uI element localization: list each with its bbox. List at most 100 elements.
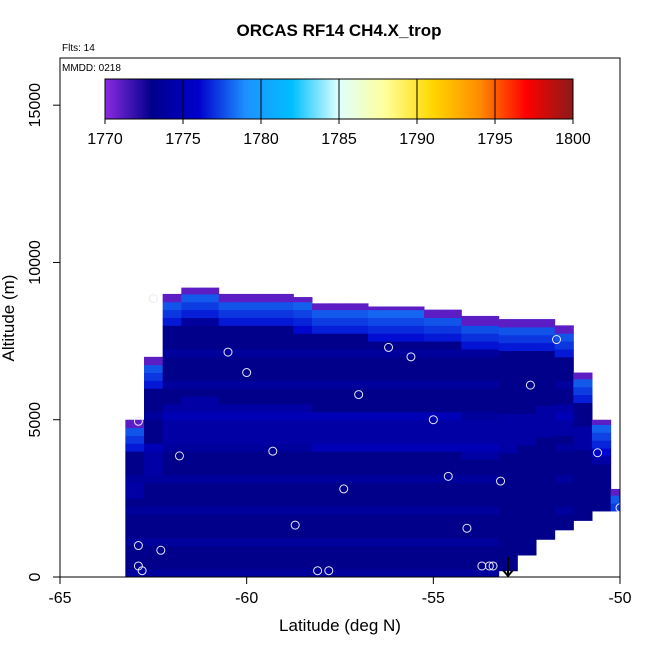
heat-cell [181,529,201,539]
heat-cell [312,521,332,531]
heat-cell [424,451,444,460]
heat-cell [405,419,425,429]
heat-cell [442,490,462,499]
heat-cell [293,341,313,350]
heat-cell [480,315,500,318]
heat-cell [256,325,276,334]
heat-cell [330,411,350,421]
heat-cell [293,569,313,577]
heat-cell [349,545,369,554]
heat-cell [256,364,276,374]
heat-cell [554,364,574,374]
heat-cell [517,484,537,493]
heat-cell [218,435,238,444]
heat-cell [330,506,350,515]
heat-cell [181,482,201,491]
heat-cell [293,297,313,303]
heat-cell [200,466,220,476]
heat-cell [181,427,201,436]
heat-cell [442,419,462,429]
heat-cell [405,325,425,334]
heat-cell [237,482,257,491]
heat-cell [386,372,406,381]
heat-cell [386,317,406,326]
heat-cell [256,537,276,547]
heat-cell [573,449,593,458]
heat-cell [349,356,369,366]
heat-cell [237,443,257,452]
heat-cell [144,451,164,460]
heat-cell [554,451,574,460]
x-tick-label: -50 [608,590,631,607]
heat-cell [200,498,220,507]
heat-cell [274,443,294,452]
heat-cell [256,451,276,460]
y-tick-label: 5000 [27,402,44,438]
heat-cell [536,515,556,525]
heat-cell [424,396,444,405]
heat-cell [349,490,369,499]
heat-cell [312,356,332,366]
heat-cell [368,482,388,491]
heat-cell [181,514,201,523]
heat-cell [498,460,518,469]
heat-cell [144,561,164,570]
heat-cell [237,301,257,311]
heat-cell [144,404,164,413]
heat-cell [330,317,350,326]
heat-cell [386,325,406,334]
heat-cell [498,437,518,446]
heat-cell [200,490,220,499]
heat-cell [424,388,444,397]
heat-cell [293,553,313,562]
arrow-head [502,569,514,578]
heat-cell [517,421,537,430]
heat-cell [480,514,500,523]
heat-cell [330,427,350,436]
heat-cell [480,325,500,334]
heat-cell [312,474,332,484]
observation-point [615,503,620,513]
heat-cell [218,427,238,436]
heat-cell [424,561,444,570]
heat-cell [237,396,257,405]
heat-cell [442,553,462,562]
colorbar-tick-label: 1790 [399,131,435,148]
heat-cell [256,309,276,318]
heat-cell [349,364,369,374]
heat-cell [498,531,518,540]
heat-cell [181,506,201,515]
heat-cell [274,372,294,381]
heat-cell [162,388,182,397]
heat-cell [592,495,612,504]
heat-cell [181,404,201,413]
heat-cell [536,413,556,422]
heat-cell [405,459,425,468]
heat-cell [554,521,574,531]
heat-cell [592,471,612,480]
heat-cell [461,396,481,405]
heat-cell [368,537,388,547]
heat-cell [405,514,425,523]
heat-cell [162,443,182,452]
heat-cell [330,459,350,468]
heat-cell [274,293,294,303]
colorbar-ticks: 1770 1775 1780 1785 1790 1795 1800 [87,79,591,148]
heat-cell [144,506,164,515]
heat-cell [405,545,425,554]
heat-cell [405,356,425,366]
heat-cell [573,512,593,521]
heat-cell [536,484,556,493]
heat-cell [256,569,276,577]
heat-cell [517,397,537,407]
heat-cell [442,396,462,405]
heat-cell [368,325,388,334]
heat-cell [554,404,574,413]
heat-cell [424,309,444,318]
heat-cell [442,459,462,468]
heat-cell [592,479,612,488]
heat-cell [592,424,612,433]
heat-cell [181,521,201,531]
heat-cell [424,506,444,515]
observation-point [488,561,498,571]
